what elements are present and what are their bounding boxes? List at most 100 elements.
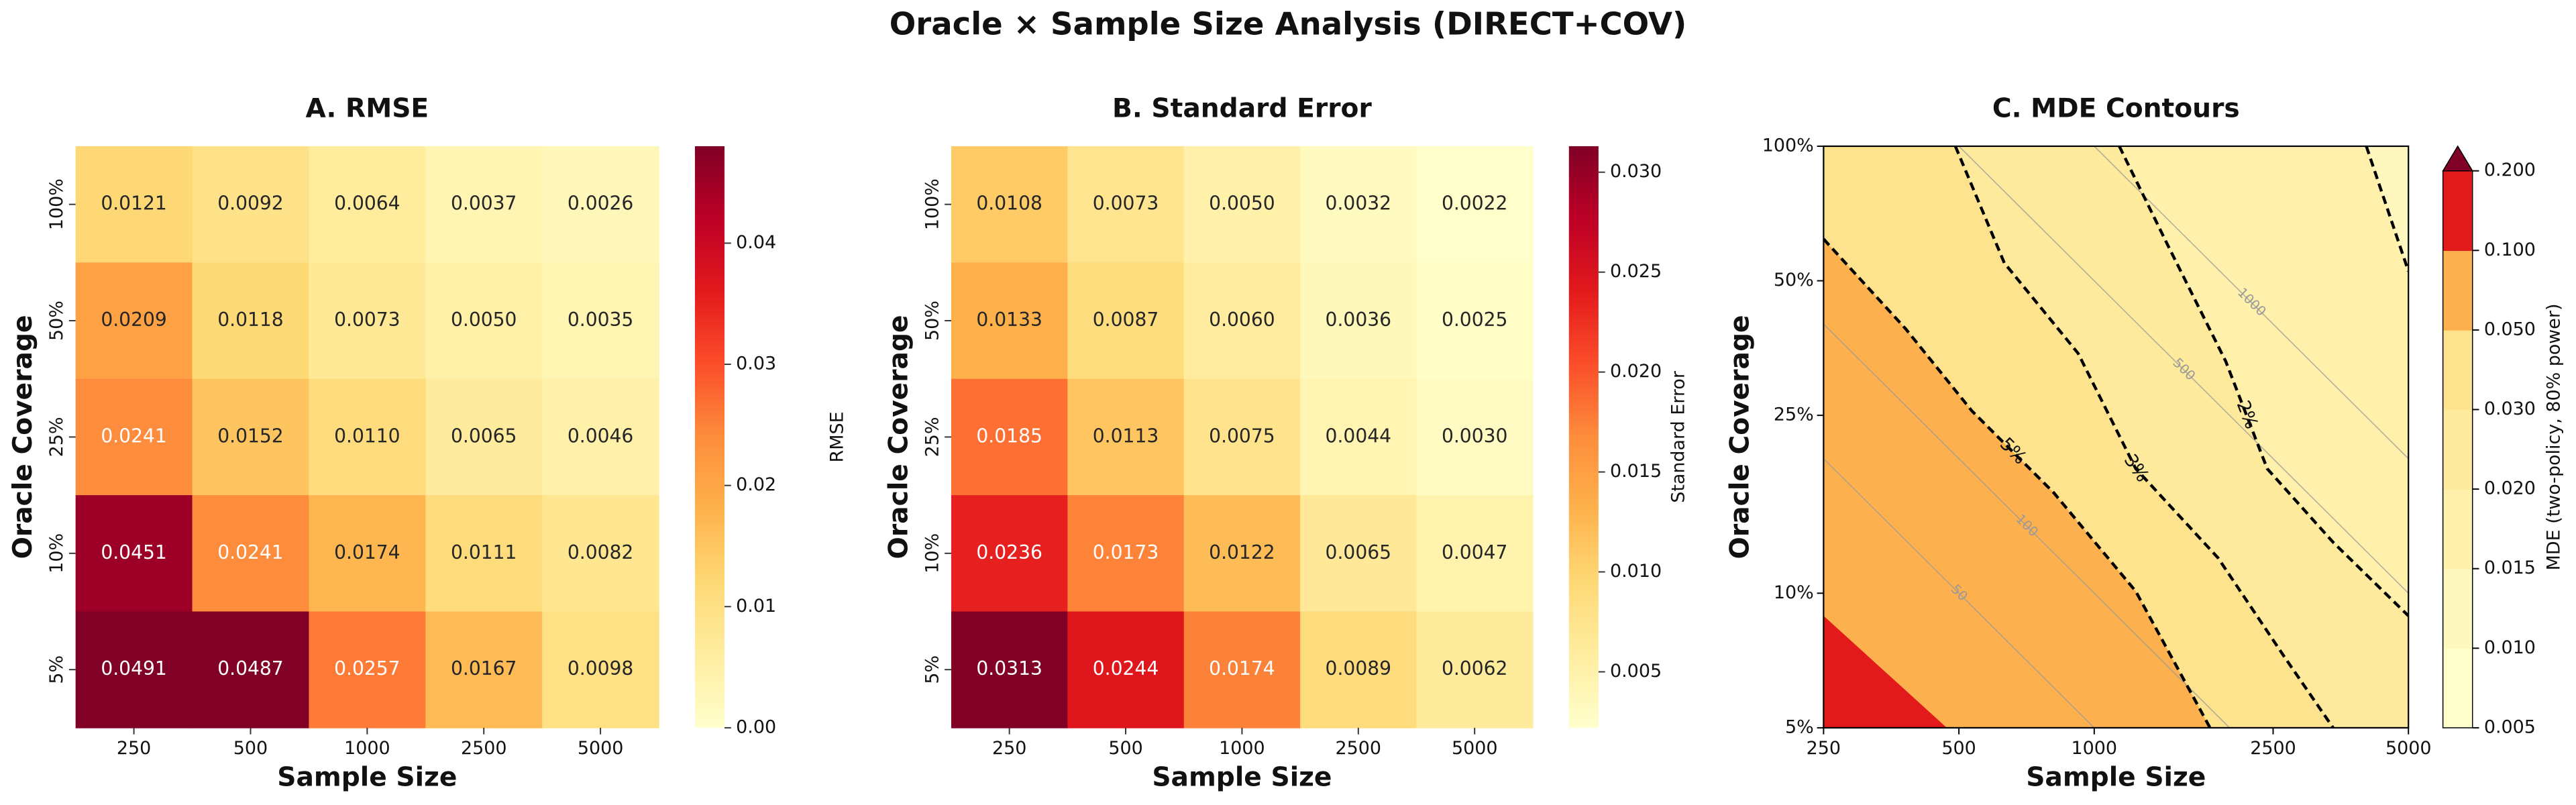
cell-value-label: 0.0064 (334, 193, 400, 215)
heatmap-cell (542, 146, 659, 264)
colorbar-tick-label: 0.015 (2484, 557, 2536, 578)
cell-value-label: 0.0035 (568, 309, 634, 331)
x-tick-label: 1000 (344, 738, 390, 759)
iso-line (1958, 146, 2409, 594)
heatmap-cell (1416, 611, 1534, 729)
cell-value-label: 0.0152 (217, 425, 284, 447)
y-tick-label: 100% (46, 178, 67, 230)
heatmap-cell (192, 378, 310, 496)
y-tick-label: 100% (1762, 135, 1814, 156)
colorbar (1568, 146, 1599, 728)
heatmap-cell (192, 611, 310, 729)
contour-area (1823, 146, 2409, 728)
colorbar-band (2443, 170, 2473, 252)
heatmap-cell (75, 378, 193, 496)
y-tick-label: 10% (922, 533, 943, 574)
x-axis-label: Sample Size (1152, 762, 1332, 792)
x-tick-label: 2500 (1336, 738, 1382, 759)
heatmap-cell (1183, 495, 1301, 612)
cell-value-label: 0.0050 (451, 309, 517, 331)
cell-value-label: 0.0065 (451, 425, 517, 447)
panel-title: C. MDE Contours (1992, 94, 2240, 124)
x-tick-label: 250 (992, 738, 1026, 759)
heatmap-cell (1300, 611, 1417, 729)
heatmap-cell (75, 146, 193, 264)
heatmap-cell (542, 611, 659, 729)
cell-value-label: 0.0257 (334, 657, 400, 680)
contour-line (2365, 146, 2409, 272)
panel-title: A. RMSE (306, 94, 429, 124)
cell-value-label: 0.0025 (1442, 309, 1508, 331)
x-tick-label: 1000 (2072, 738, 2118, 759)
colorbar-band (2443, 568, 2473, 649)
heatmap-cell (1067, 378, 1185, 496)
cell-value-label: 0.0030 (1442, 425, 1508, 447)
y-axis-label: Oracle Coverage (8, 315, 38, 559)
colorbar-band (2443, 489, 2473, 570)
heatmap-cell (1183, 262, 1301, 380)
cell-value-label: 0.0060 (1209, 309, 1275, 331)
cell-value-label: 0.0113 (1093, 425, 1159, 447)
colorbar-tick-label: 0.025 (1610, 261, 1662, 282)
cell-value-label: 0.0111 (451, 541, 517, 564)
colorbar-tick-label: 0.200 (2484, 160, 2536, 180)
x-tick-label: 1000 (1219, 738, 1265, 759)
heatmap-cell (425, 262, 543, 380)
colorbar-tick-label: 0.020 (2484, 478, 2536, 499)
contour-line (1953, 146, 2334, 728)
cell-value-label: 0.0451 (101, 541, 167, 564)
x-tick-label: 2500 (461, 738, 507, 759)
heatmap-cell (542, 262, 659, 380)
x-tick-label: 500 (1941, 738, 1976, 759)
cell-value-label: 0.0174 (1209, 657, 1275, 680)
cell-value-label: 0.0098 (568, 657, 634, 680)
colorbar-band (2443, 648, 2473, 729)
y-tick-label: 25% (46, 417, 67, 458)
cell-value-label: 0.0244 (1093, 657, 1159, 680)
x-tick-label: 250 (1807, 738, 1841, 759)
cell-value-label: 0.0036 (1326, 309, 1392, 331)
heatmap-cell (192, 146, 310, 264)
cell-value-label: 0.0073 (334, 309, 400, 331)
colorbar-label: Standard Error (1668, 370, 1688, 503)
cell-value-label: 0.0241 (217, 541, 284, 564)
cell-value-label: 0.0062 (1442, 657, 1508, 680)
heatmap-cell (542, 378, 659, 496)
cell-value-label: 0.0075 (1209, 425, 1275, 447)
cell-value-label: 0.0122 (1209, 541, 1275, 564)
colorbar-band (2443, 409, 2473, 490)
heatmap-cell (951, 495, 1069, 612)
colorbar-tick-label: 0.050 (2484, 319, 2536, 339)
heatmap-cell (951, 611, 1069, 729)
cell-value-label: 0.0073 (1093, 193, 1159, 215)
heatmap-cell (1067, 495, 1185, 612)
heatmap-cell (1416, 378, 1534, 496)
heatmap-cell (75, 262, 193, 380)
y-axis-label: Oracle Coverage (1725, 315, 1755, 559)
contour-fill (1823, 239, 2210, 728)
cell-value-label: 0.0050 (1209, 193, 1275, 215)
cell-value-label: 0.0089 (1326, 657, 1392, 680)
iso-line (2094, 146, 2409, 460)
cell-value-label: 0.0121 (101, 193, 167, 215)
heatmap-cell (425, 146, 543, 264)
colorbar-tick-label: 0.03 (736, 354, 776, 374)
figure-title: Oracle × Sample Size Analysis (DIRECT+CO… (890, 6, 1687, 42)
heatmap-cell (309, 495, 427, 612)
colorbar-label: MDE (two-policy, 80% power) (2544, 304, 2565, 571)
heatmap-cell (75, 611, 193, 729)
colorbar-tick-label: 0.04 (736, 232, 776, 253)
colorbar-band (2443, 329, 2473, 411)
colorbar-tick-label: 0.005 (1610, 661, 1662, 682)
heatmap-cell (1300, 146, 1417, 264)
cell-value-label: 0.0110 (334, 425, 400, 447)
cell-value-label: 0.0174 (334, 541, 400, 564)
heatmap-cell (1183, 378, 1301, 496)
cell-value-label: 0.0313 (976, 657, 1042, 680)
cell-value-label: 0.0026 (568, 193, 634, 215)
cell-value-label: 0.0209 (101, 309, 167, 331)
colorbar-tick-label: 0.010 (1610, 561, 1662, 582)
panel-title: B. Standard Error (1112, 94, 1372, 124)
heatmap-cell (951, 262, 1069, 380)
heatmap-cell (1300, 495, 1417, 612)
